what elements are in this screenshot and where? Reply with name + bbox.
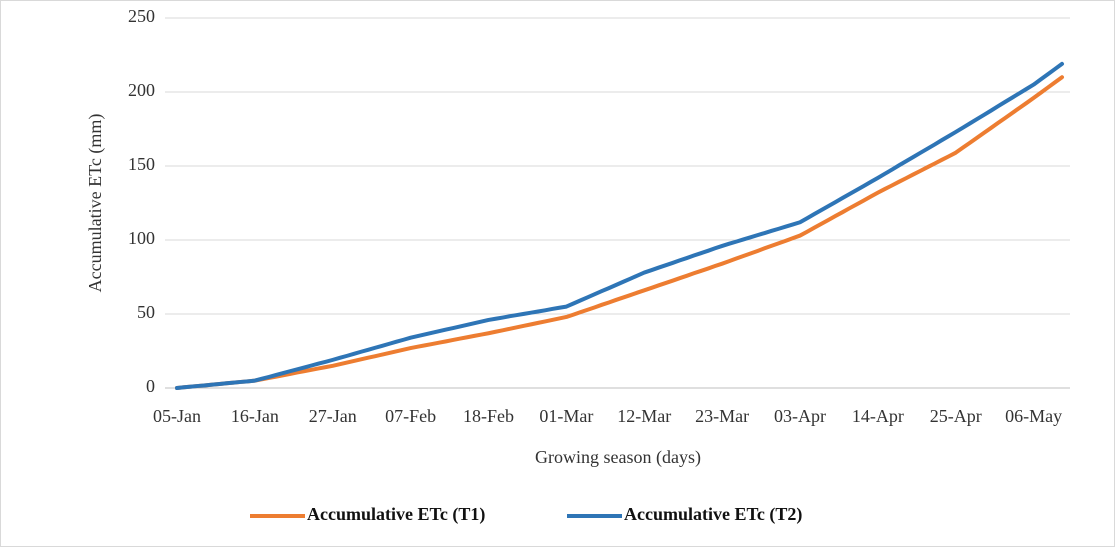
y-tick-label: 100 (128, 228, 155, 248)
x-tick-label: 25-Apr (930, 406, 982, 426)
x-tick-label: 16-Jan (231, 406, 279, 426)
legend-label: Accumulative ETc (T2) (624, 504, 802, 525)
y-tick-label: 150 (128, 154, 155, 174)
y-tick-label: 250 (128, 6, 155, 26)
x-tick-label: 23-Mar (695, 406, 749, 426)
series-line (175, 61, 1064, 390)
y-tick-label: 0 (146, 376, 155, 396)
x-tick-label: 07-Feb (385, 406, 436, 426)
x-tick-label: 14-Apr (852, 406, 904, 426)
y-tick-label: 200 (128, 80, 155, 100)
x-tick-label: 27-Jan (309, 406, 357, 426)
y-axis-title: Accumulative ETc (mm) (85, 114, 106, 293)
x-tick-label: 01-Mar (539, 406, 593, 426)
x-tick-label: 18-Feb (463, 406, 514, 426)
legend-label: Accumulative ETc (T1) (307, 504, 485, 525)
x-tick-label: 06-May (1005, 406, 1062, 426)
x-tick-label: 12-Mar (617, 406, 671, 426)
y-tick-label: 50 (137, 302, 155, 322)
x-tick-label: 05-Jan (153, 406, 201, 426)
x-axis-title: Growing season (days) (535, 447, 701, 468)
x-tick-label: 03-Apr (774, 406, 826, 426)
series-line (175, 75, 1064, 390)
